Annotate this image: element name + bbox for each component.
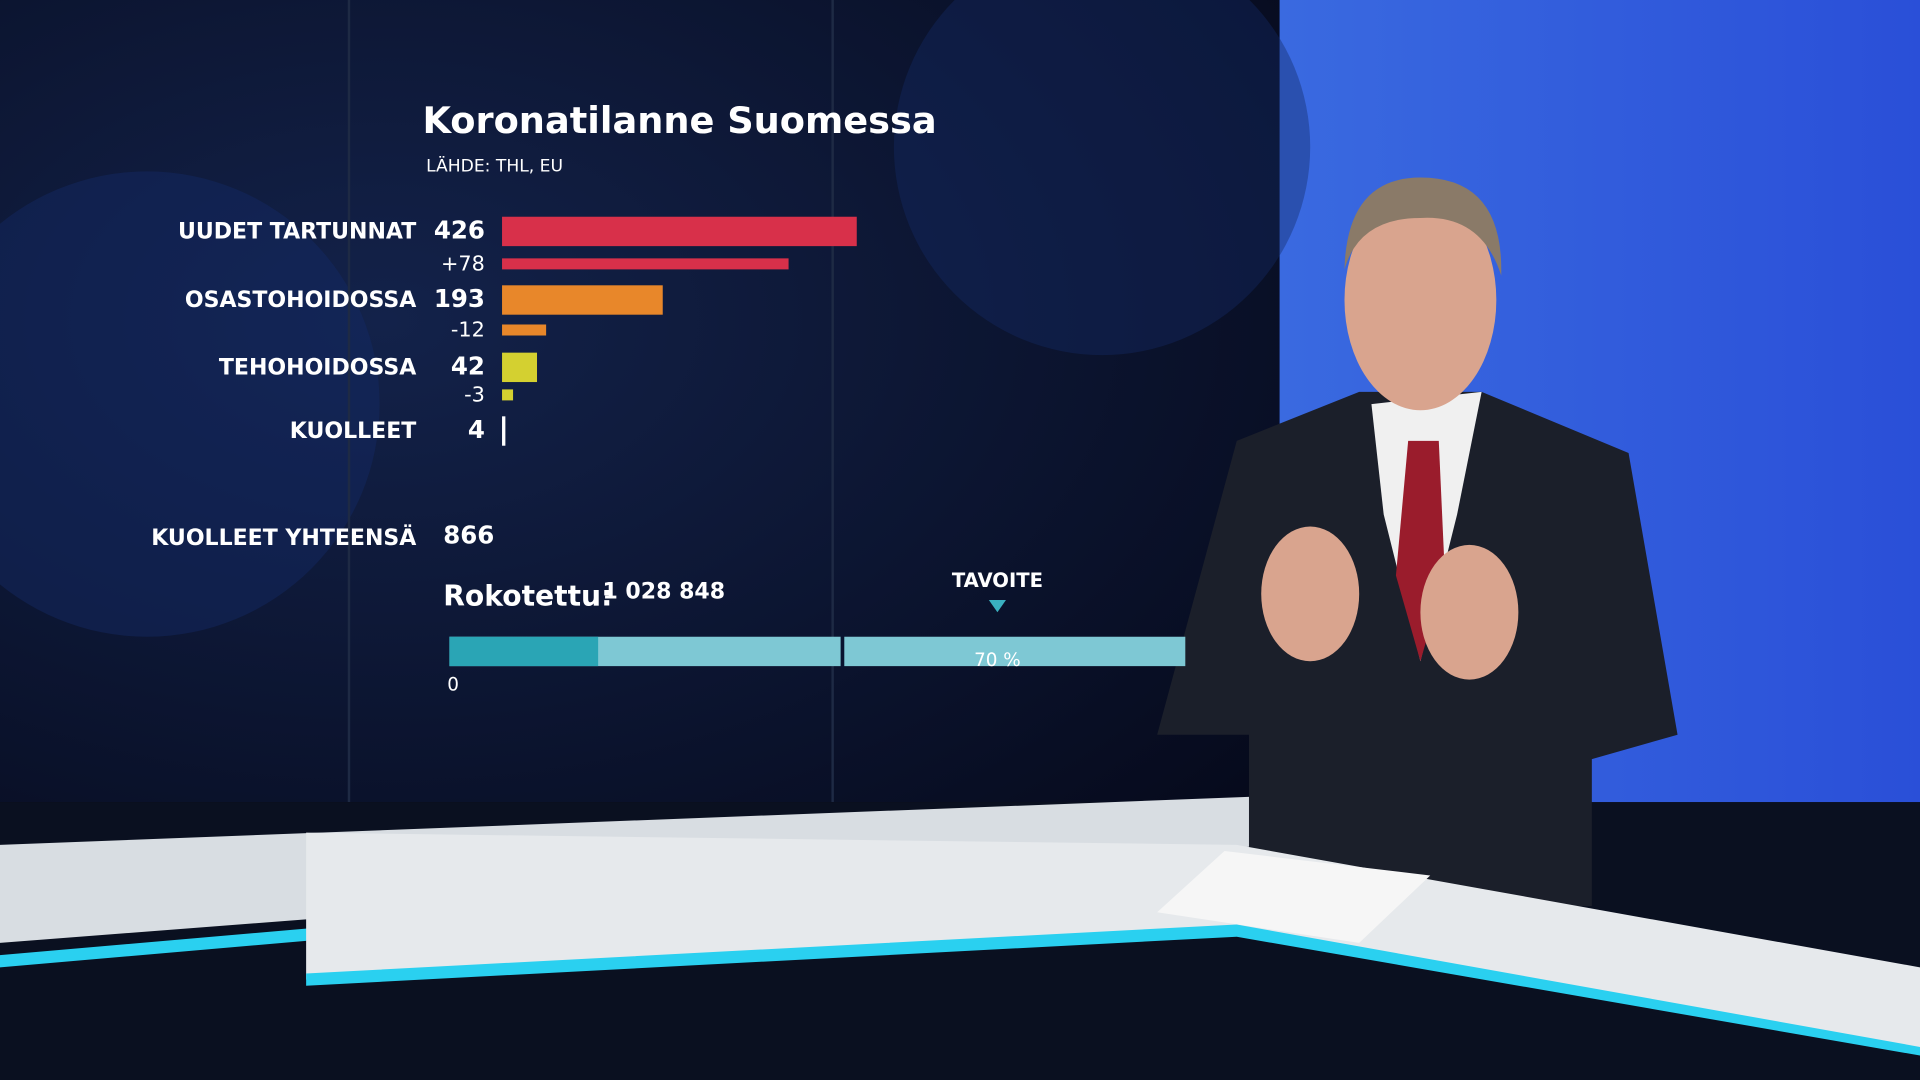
chart-subtitle: LÄHDE: THL, EU [426,156,563,177]
presenter-hand [1420,544,1519,680]
presenter-hand [1261,526,1360,662]
target-marker [988,600,1006,613]
desk [306,832,1920,1054]
virus-decoration [0,171,380,637]
bar [502,216,857,247]
value-label: 193 [434,284,485,313]
total-label: KUOLLEET YHTEENSÄ [151,525,416,551]
presenter-hair [1344,177,1502,276]
category-label: KUOLLEET [290,419,417,444]
progress-tick-label: 0 [447,675,459,696]
category-label: OSASTOHOIDOSSA [185,288,416,313]
value-label: 426 [434,215,485,244]
progress-fill [449,636,599,667]
change-label: -3 [464,383,485,407]
change-label: -12 [451,318,485,342]
change-bar [502,389,514,401]
bar [502,416,506,446]
desk-light [306,924,1920,1056]
bar [502,285,663,315]
category-label: UUDET TARTUNNAT [178,220,416,245]
chart-title: Koronatilanne Suomessa [422,99,936,142]
target-label: TAVOITE [952,569,1043,592]
total-value: 866 [443,520,494,549]
category-label: TEHOHOIDOSSA [219,356,416,381]
value-label: 42 [451,351,485,380]
bar [502,352,538,383]
vaccinated-value: 1 028 848 [602,580,725,605]
change-bar [502,258,789,270]
change-label: +78 [441,251,485,275]
presenter-head [1344,189,1497,411]
value-label: 4 [468,415,485,444]
change-bar [502,324,547,336]
progress-tick-label: 70 % [974,650,1021,671]
vaccinated-label: Rokotettu: [443,580,612,613]
video-wall [0,0,1280,803]
paper [1157,851,1431,943]
virus-decoration [893,0,1311,356]
